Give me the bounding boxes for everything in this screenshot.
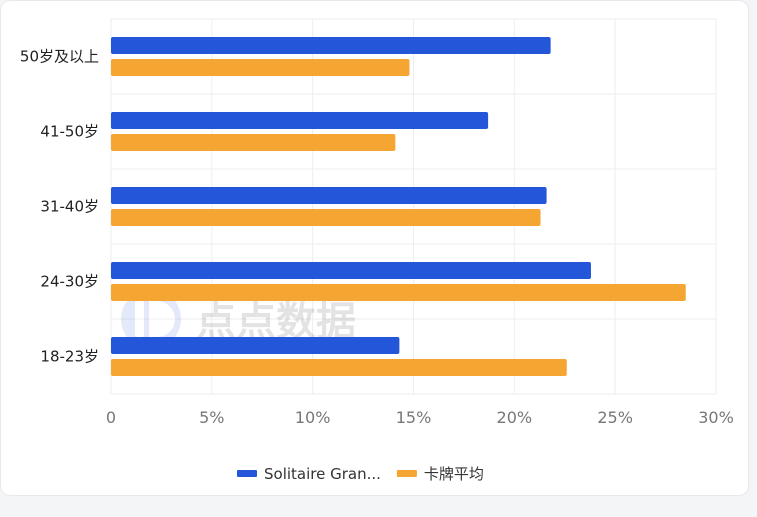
x-tick-label-1: 5%: [199, 408, 224, 427]
category-label-2: 31-40岁: [40, 198, 99, 216]
bar-series0-cat1[interactable]: [111, 112, 489, 129]
bar-series0-cat4[interactable]: [111, 337, 400, 354]
bar-series1-cat4[interactable]: [111, 359, 567, 376]
x-tick-label-0: 0: [106, 408, 116, 427]
category-label-1: 41-50岁: [40, 123, 99, 141]
legend[interactable]: Solitaire Gran... 卡牌平均: [237, 465, 484, 483]
category-label-0: 50岁及以上: [20, 48, 99, 66]
x-tick-label-2: 10%: [295, 408, 331, 427]
x-tick-label-3: 15%: [396, 408, 432, 427]
legend-label-1[interactable]: 卡牌平均: [424, 465, 484, 483]
bar-series1-cat3[interactable]: [111, 284, 686, 301]
bar-series0-cat3[interactable]: [111, 262, 591, 279]
category-label-3: 24-30岁: [40, 273, 99, 291]
chart-grid: [110, 18, 717, 395]
dd-logo-icon: [121, 289, 181, 349]
bar-series1-cat1[interactable]: [111, 134, 396, 151]
x-tick-label-5: 25%: [597, 408, 633, 427]
bar-series0-cat2[interactable]: [111, 187, 547, 204]
bars: [111, 37, 686, 376]
x-tick-label-4: 20%: [497, 408, 533, 427]
bar-series1-cat2[interactable]: [111, 209, 541, 226]
category-label-4: 18-23岁: [40, 348, 99, 366]
legend-swatch-1[interactable]: [396, 470, 417, 477]
bar-series0-cat0[interactable]: [111, 37, 551, 54]
legend-swatch-0[interactable]: [237, 470, 257, 477]
chart-card: 点点数据 50岁及以上 41-50岁 31-40岁 24-30岁 18-23岁 0 5% 1…: [0, 0, 749, 496]
legend-label-0[interactable]: Solitaire Gran...: [264, 465, 381, 483]
x-tick-labels: 0 5% 10% 15% 20% 25% 30%: [106, 408, 734, 427]
x-tick-label-6: 30%: [698, 408, 734, 427]
bar-series1-cat0[interactable]: [111, 59, 410, 76]
category-labels: 50岁及以上 41-50岁 31-40岁 24-30岁 18-23岁: [20, 48, 99, 366]
